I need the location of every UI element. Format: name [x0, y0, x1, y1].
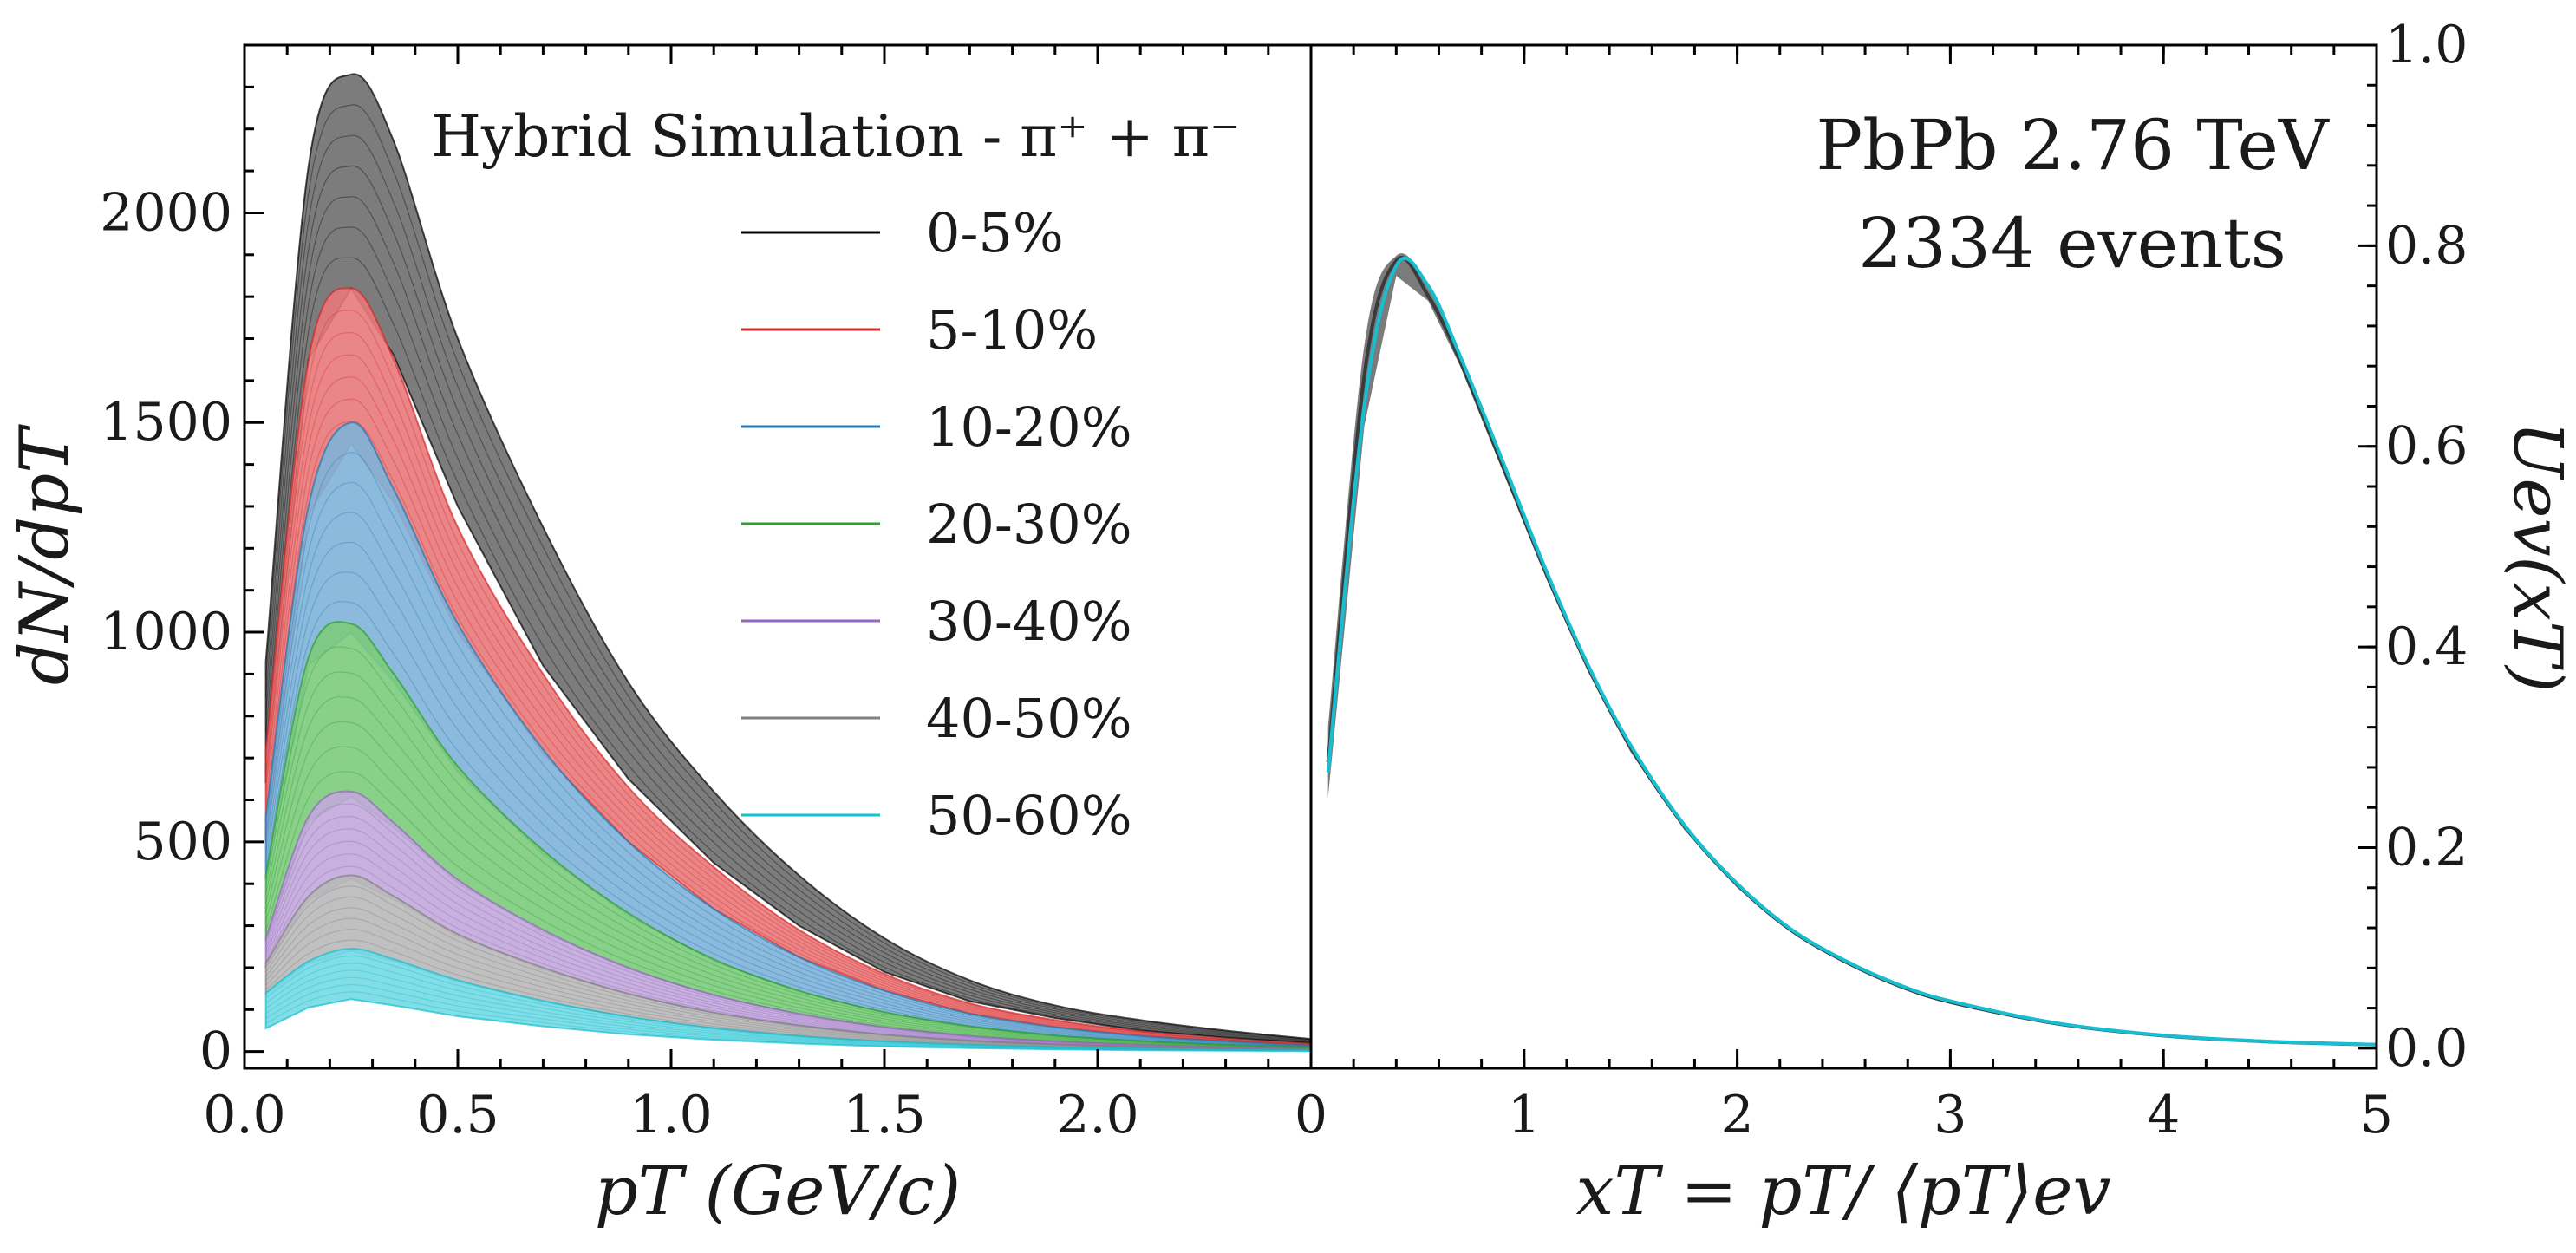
event-line — [265, 376, 1312, 1046]
event-line — [265, 512, 1312, 1047]
right-plot-lines — [1326, 253, 2377, 1047]
event-line — [265, 257, 1312, 1043]
tick-label: 0 — [1295, 1085, 1327, 1145]
event-line — [265, 421, 1312, 1047]
tick-label: 1 — [1508, 1085, 1541, 1145]
event-line — [265, 196, 1312, 1042]
event-line — [265, 354, 1312, 1046]
band-30-40% — [264, 790, 1312, 1051]
event-count-label: 2334 events — [1858, 203, 2286, 284]
band-50-60% — [264, 948, 1312, 1053]
event-line — [265, 885, 1312, 1051]
event-line — [265, 104, 1312, 1041]
band-0-5% — [264, 73, 1312, 1045]
left-x-axis-title: pT (GeV/c) — [595, 1152, 961, 1230]
legend-label: 40-50% — [926, 687, 1132, 750]
tick-label: 0.4 — [2385, 617, 2468, 677]
event-line — [265, 907, 1312, 1051]
event-line — [265, 803, 1312, 1050]
event-line — [265, 646, 1312, 1048]
event-line — [265, 721, 1312, 1049]
event-line — [265, 963, 1312, 1052]
left-plot-areas — [264, 73, 1312, 1053]
event-line — [265, 984, 1312, 1052]
band-40-50% — [264, 874, 1312, 1052]
legend-label: 30-40% — [926, 590, 1132, 653]
event-line — [265, 332, 1312, 1046]
right-y-axis-title: Uev(xT) — [2498, 421, 2576, 693]
scaled-curve-50-60% — [1326, 257, 2377, 1047]
event-line — [265, 310, 1312, 1045]
scaled-band — [1327, 253, 2377, 1046]
tick-label: 0.2 — [2385, 817, 2468, 878]
left-title: Hybrid Simulation - π⁺ + π⁻ — [431, 103, 1240, 170]
scaled-curve-0-5% — [1326, 256, 2377, 1047]
tick-label: 0 — [199, 1021, 232, 1082]
tick-label: 3 — [1934, 1085, 1966, 1145]
legend: 0-5% 5-10% 10-20% 20-30% 30-40% 40-50% 50-60% — [741, 201, 1132, 847]
event-line — [265, 955, 1312, 1051]
tick-label: 0.0 — [203, 1085, 285, 1145]
event-line — [265, 969, 1312, 1052]
tick-label: 2000 — [100, 182, 232, 243]
tick-label: 2.0 — [1056, 1085, 1138, 1145]
tick-label: 5 — [2360, 1085, 2393, 1145]
event-line — [265, 828, 1312, 1050]
tick-label: 4 — [2147, 1085, 2180, 1145]
tick-label: 0.5 — [416, 1085, 499, 1145]
band-10-20% — [264, 421, 1312, 1048]
band-20-30% — [264, 621, 1312, 1050]
legend-label: 5-10% — [926, 298, 1098, 362]
tick-label: 1000 — [100, 602, 232, 662]
tick-label: 2 — [1721, 1085, 1754, 1145]
event-line — [265, 571, 1312, 1047]
event-line — [265, 541, 1312, 1047]
band-5-10% — [264, 287, 1312, 1047]
legend-label: 20-30% — [926, 493, 1132, 556]
event-line — [265, 976, 1312, 1052]
tick-label: 0.0 — [2385, 1018, 2468, 1079]
event-line — [265, 671, 1312, 1048]
event-line — [265, 481, 1312, 1047]
legend-label: 50-60% — [926, 784, 1132, 847]
tick-label: 0.6 — [2385, 416, 2468, 477]
tick-label: 1.5 — [843, 1085, 925, 1145]
right-plot-frame — [1309, 43, 2378, 1070]
tick-label: 500 — [133, 812, 232, 872]
event-line — [265, 815, 1312, 1050]
event-line — [265, 165, 1312, 1041]
legend-label: 0-5% — [926, 201, 1064, 264]
tick-label: 1.0 — [629, 1085, 712, 1145]
legend-label: 10-20% — [926, 395, 1132, 459]
collision-system-label: PbPb 2.76 TeV — [1816, 105, 2330, 186]
event-line — [265, 696, 1312, 1049]
event-line — [265, 226, 1312, 1043]
event-line — [265, 452, 1312, 1047]
event-line — [265, 991, 1312, 1052]
tick-label: 0.8 — [2385, 215, 2468, 276]
event-line — [265, 746, 1312, 1049]
tick-label: 1500 — [100, 392, 232, 453]
event-line — [265, 134, 1312, 1041]
tick-label: 1.0 — [2385, 15, 2468, 75]
event-line — [265, 896, 1312, 1051]
event-line — [265, 398, 1312, 1046]
left-y-axis-title: dN/dpT — [6, 424, 84, 685]
right-x-axis-title: xT = pT/ ⟨pT⟩ev — [1575, 1152, 2110, 1230]
